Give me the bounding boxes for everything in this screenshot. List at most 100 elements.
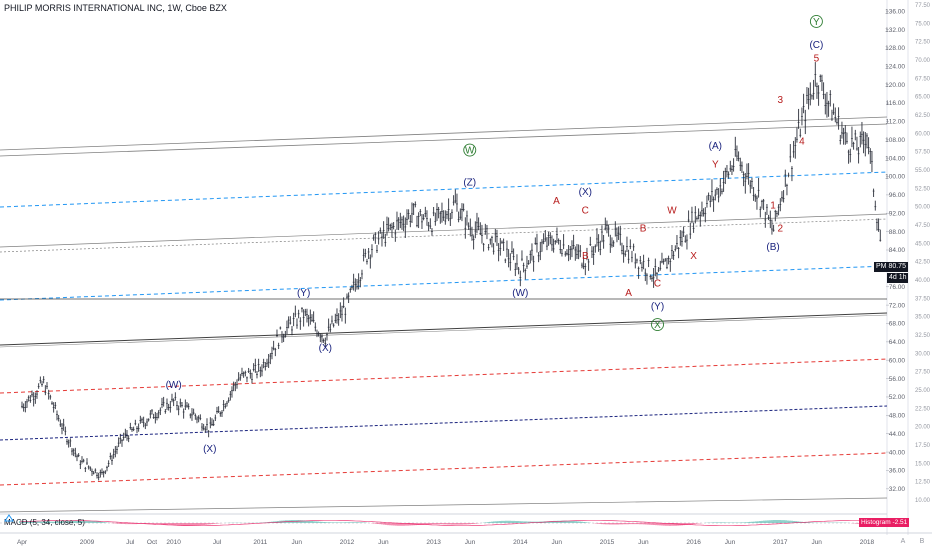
secondary-tick-label: 30.00 [915,351,931,357]
time-tick-label: 2015 [600,539,615,546]
price-tick-label: 124.00 [885,63,905,70]
price-tick-label: 120.00 [885,82,905,89]
last-price-tag: PM 80.75 [874,262,908,272]
wave-label: 1 [770,201,776,212]
price-tick-label: 108.00 [885,137,905,144]
wave-label: B [582,251,589,262]
wave-label-circle [651,318,664,332]
secondary-tick-label: 72.50 [915,40,931,46]
red-dashed-channel-upper [0,358,888,394]
price-bars [21,62,882,481]
wave-label: 3 [778,95,784,106]
time-tick-label: Jun [811,539,822,546]
secondary-tick-label: 75.00 [915,21,931,27]
time-axis[interactable]: Apr 2009 Jul Oct 2010 Jul 2011 Jun 2012 Jun 2013 Ju… [17,539,875,546]
log-scale-label: B [919,538,925,545]
price-tick-label: 76.00 [889,284,906,291]
wave-label: (B) [766,242,779,253]
wave-label: (X) [319,343,332,354]
secondary-tick-label: 27.50 [915,370,931,376]
secondary-tick-label: 47.50 [915,223,931,229]
secondary-tick-label: 70.00 [915,58,931,64]
wave-label: (Y) [297,288,310,299]
secondary-tick-label: 55.00 [915,168,931,174]
wave-label: (Z) [463,178,476,189]
secondary-tick-label: 57.50 [915,150,931,156]
elliott-wave-labels: (W) (X) (Y) (X) W (Z) (W) A B (X) C A B C (Y) X W X (A) Y 1 (… [166,15,823,455]
log-scale-button[interactable]: B [917,537,927,547]
price-tick-label: 112.00 [886,119,906,126]
time-tick-label: 2014 [513,539,528,546]
wave-label: (X) [579,187,592,198]
secondary-tick-label: 15.00 [915,461,931,467]
auto-scale-button[interactable]: A [898,537,908,547]
price-tick-label: 60.00 [889,357,906,364]
time-tick-label: 2009 [80,539,95,546]
time-tick-label: 2017 [773,539,788,546]
price-tick-label: 40.00 [889,449,906,456]
symbol-title: PHILIP MORRIS INTERNATIONAL INC, 1W, Cbo… [4,3,227,13]
wave-label: W [667,205,677,216]
secondary-tick-label: 10.00 [915,498,931,504]
wave-label: 2 [778,224,784,235]
price-tick-label: 96.00 [889,192,906,199]
secondary-tick-label: 62.50 [915,113,931,119]
time-tick-label: 2010 [166,539,181,546]
time-tick-label: 2018 [860,539,875,546]
secondary-tick-label: 60.00 [915,131,931,137]
secondary-tick-label: 22.50 [915,406,931,412]
price-tick-label: 132.00 [885,27,905,34]
price-tick-label: 56.00 [889,376,906,383]
wave-label: Y [813,17,820,28]
wave-label: (W) [512,288,528,299]
bar-countdown-tag: 4d 1h [887,273,908,283]
upper-channel-line [0,116,888,151]
navy-channel-line [0,405,888,441]
red-dashed-channel-lower [0,452,888,486]
price-tag-symbol: PM [876,263,887,270]
blue-dashed-channel-lower [0,265,888,301]
time-tick-label: Oct [147,539,157,546]
histogram-tag: Histogram -2.51 [859,518,910,527]
time-tick-label: Jun [291,539,302,546]
price-tick-label: 32.00 [889,486,906,493]
secondary-tick-label: 42.50 [915,260,931,266]
price-tick-label: 104.00 [885,155,905,162]
time-tick-label: Jul [213,539,222,546]
time-tick-label: Jul [126,539,135,546]
macd-signal-line [19,520,877,526]
time-tick-label: Jun [551,539,562,546]
secondary-tick-label: 20.00 [915,425,931,431]
time-tick-label: 2012 [340,539,355,546]
macd-pane [0,520,887,526]
histogram-value: -2.51 [892,519,908,526]
countdown-value: 4d 1h [889,274,907,281]
wave-label: Y [712,159,719,170]
price-tick-label: 128.00 [885,45,905,52]
price-tick-label: 68.00 [889,321,906,328]
price-axis-right[interactable]: 77.50 75.00 72.50 70.00 67.50 65.00 62.50 60.00… [915,3,931,504]
wave-label: C [582,205,589,216]
macd-legend[interactable]: MACD (5, 34, close, 5) [4,518,85,527]
time-tick-label: 2011 [253,539,267,546]
wave-label-circle [463,143,477,157]
wave-label: 5 [814,54,820,65]
wave-label: C [654,279,661,290]
secondary-tick-label: 67.50 [915,76,931,82]
trend-channels[interactable] [0,116,888,513]
wave-label-circle [809,15,823,28]
blue-dashed-channel-upper [0,171,888,208]
auto-scale-label: A [900,538,906,545]
price-tick-label: 84.00 [889,247,906,254]
secondary-tick-label: 65.00 [915,95,931,101]
price-tick-label: 44.00 [889,431,906,438]
price-tick-label: 88.00 [889,229,906,236]
histogram-label: Histogram [861,519,891,526]
wave-label: 4 [799,136,805,147]
wave-label: (Y) [651,302,664,313]
wave-label: (C) [809,40,823,51]
time-tick-label: 2016 [686,539,701,546]
price-tick-label: 48.00 [889,413,906,420]
